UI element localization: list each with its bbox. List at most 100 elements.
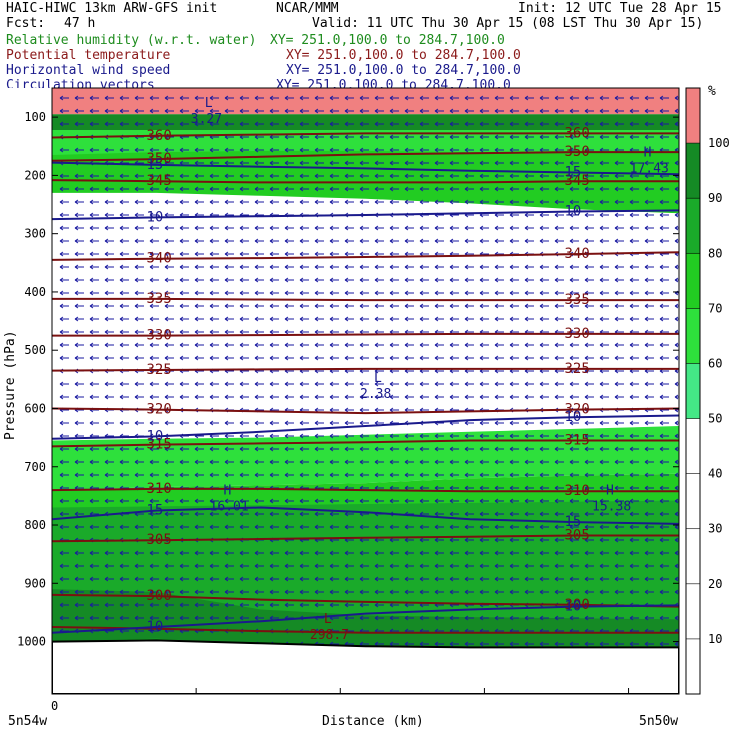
circulation-vector-head	[119, 199, 124, 205]
theta-contour-line-4	[52, 297, 679, 302]
circulation-vector-head	[644, 199, 649, 205]
circulation-vector-head	[164, 550, 169, 556]
circulation-vector-head	[344, 342, 349, 348]
field-name-wind: Horizontal wind speed	[6, 63, 171, 78]
theta-extremum-value: 298.7	[310, 628, 349, 643]
circulation-vector-head	[164, 446, 169, 452]
circulation-vector-head	[509, 537, 514, 543]
circulation-vector-head	[509, 264, 514, 270]
circulation-vector-head	[599, 199, 604, 205]
circulation-vector-head	[569, 212, 574, 218]
circulation-vector-head	[284, 199, 289, 205]
circulation-vector-head	[74, 199, 79, 205]
circulation-vector-head	[569, 303, 574, 309]
circulation-vector-head	[284, 108, 289, 114]
circulation-vector-head	[614, 95, 619, 101]
circulation-vector-head	[74, 498, 79, 504]
circulation-vector-head	[179, 342, 184, 348]
circulation-vector-head	[614, 550, 619, 556]
circulation-vector-head	[584, 355, 589, 361]
circulation-vector-head	[629, 524, 634, 530]
circulation-vector-head	[224, 290, 229, 296]
circulation-vector-head	[644, 550, 649, 556]
circulation-vector-head	[539, 160, 544, 166]
circulation-vector-head	[374, 264, 379, 270]
circulation-vector-head	[164, 199, 169, 205]
circulation-vector-head	[374, 290, 379, 296]
circulation-vector-head	[584, 576, 589, 582]
circulation-vector-head	[479, 420, 484, 426]
circulation-vector-head	[554, 186, 559, 192]
circulation-vector-head	[104, 615, 109, 621]
circulation-vector-head	[269, 95, 274, 101]
circulation-vector-head	[74, 602, 79, 608]
circulation-vector-head	[629, 563, 634, 569]
circulation-vector-head	[314, 433, 319, 439]
circulation-vector-head	[419, 147, 424, 153]
wind-extremum-marker: H	[606, 484, 614, 499]
circulation-vector-head	[179, 615, 184, 621]
circulation-vector-head	[164, 459, 169, 465]
circulation-vector-head	[89, 303, 94, 309]
circulation-vector-head	[299, 316, 304, 322]
circulation-vector-head	[89, 108, 94, 114]
circulation-vector-head	[209, 251, 214, 257]
theta-contour-line-12	[52, 626, 679, 634]
circulation-vector-head	[239, 95, 244, 101]
circulation-vector-head	[329, 589, 334, 595]
circulation-vector-head	[269, 446, 274, 452]
circulation-vector-head	[149, 277, 154, 283]
circulation-vector-head	[479, 550, 484, 556]
circulation-vector-head	[419, 121, 424, 127]
circulation-vector-head	[584, 173, 589, 179]
circulation-vector-head	[209, 589, 214, 595]
circulation-vector-head	[614, 264, 619, 270]
circulation-vector-head	[404, 355, 409, 361]
circulation-vector-head	[644, 95, 649, 101]
circulation-vector-head	[149, 95, 154, 101]
circulation-vector-head	[419, 550, 424, 556]
circulation-vector-head	[644, 316, 649, 322]
circulation-vector-head	[539, 472, 544, 478]
circulation-vector-head	[149, 186, 154, 192]
circulation-vector-head	[614, 290, 619, 296]
circulation-vector-head	[569, 316, 574, 322]
circulation-vector-head	[284, 134, 289, 140]
circulation-vector-head	[164, 95, 169, 101]
circulation-vector-head	[269, 589, 274, 595]
circulation-vector-head	[434, 446, 439, 452]
circulation-vector-head	[419, 537, 424, 543]
circulation-vector-head	[674, 485, 679, 491]
circulation-vector-head	[149, 264, 154, 270]
circulation-vector-head	[539, 264, 544, 270]
circulation-vector-head	[554, 173, 559, 179]
circulation-vector-head	[644, 303, 649, 309]
circulation-vector-head	[434, 485, 439, 491]
circulation-vector-head	[254, 238, 259, 244]
circulation-vector-head	[359, 615, 364, 621]
circulation-vector-head	[104, 173, 109, 179]
circulation-vector-head	[494, 550, 499, 556]
circulation-vector-head	[59, 563, 64, 569]
circulation-vector-head	[104, 381, 109, 387]
circulation-vector-head	[554, 498, 559, 504]
circulation-vector-head	[74, 589, 79, 595]
circulation-vector-head	[614, 212, 619, 218]
circulation-vector-head	[449, 277, 454, 283]
circulation-vector-head	[539, 238, 544, 244]
circulation-vector-head	[164, 498, 169, 504]
circulation-vector-head	[629, 355, 634, 361]
circulation-vector-head	[269, 225, 274, 231]
theta-contour-label: 350	[147, 151, 172, 167]
circulation-vector-head	[539, 420, 544, 426]
circulation-vector-head	[329, 524, 334, 530]
circulation-vector-head	[344, 394, 349, 400]
circulation-vector-head	[89, 342, 94, 348]
theta-contour-label: 335	[147, 291, 172, 307]
circulation-vector-head	[629, 576, 634, 582]
rh-band-1	[52, 114, 679, 130]
y-tick-label: 200	[24, 168, 46, 182]
circulation-vector-head	[584, 641, 589, 647]
circulation-vector-head	[284, 251, 289, 257]
circulation-vector-head	[674, 277, 679, 283]
